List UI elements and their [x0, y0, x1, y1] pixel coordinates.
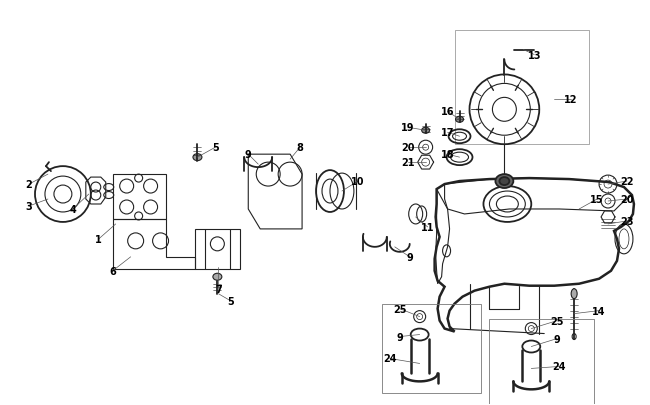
Text: 1: 1 [96, 234, 102, 244]
Text: 21: 21 [401, 158, 415, 168]
Text: 23: 23 [620, 216, 634, 226]
Text: 12: 12 [564, 95, 578, 105]
Text: 9: 9 [245, 150, 252, 160]
Text: 9: 9 [554, 334, 560, 344]
Text: 2: 2 [25, 180, 32, 190]
Text: 14: 14 [592, 306, 606, 316]
Ellipse shape [193, 154, 202, 161]
Ellipse shape [571, 289, 577, 299]
Text: 10: 10 [351, 177, 365, 187]
Text: 9: 9 [406, 252, 413, 262]
Text: 24: 24 [383, 354, 396, 364]
Ellipse shape [495, 175, 514, 189]
Ellipse shape [213, 274, 222, 281]
Text: 20: 20 [401, 143, 415, 153]
Text: 13: 13 [528, 50, 541, 60]
Ellipse shape [456, 117, 463, 123]
Text: 8: 8 [296, 143, 304, 153]
Text: 25: 25 [393, 304, 406, 314]
Text: 5: 5 [212, 143, 219, 153]
Text: 6: 6 [109, 266, 116, 276]
Bar [489, 319, 594, 404]
Text: 11: 11 [421, 222, 434, 232]
Text: 15: 15 [590, 194, 604, 205]
Ellipse shape [499, 178, 510, 185]
Text: 24: 24 [552, 362, 566, 371]
Text: 22: 22 [620, 177, 634, 187]
Text: 4: 4 [70, 205, 76, 214]
Text: 19: 19 [401, 123, 415, 133]
Text: 3: 3 [25, 202, 32, 211]
Ellipse shape [422, 128, 430, 134]
Text: 9: 9 [396, 332, 403, 342]
Text: 20: 20 [620, 194, 634, 205]
Text: 5: 5 [227, 296, 234, 306]
Text: 18: 18 [441, 150, 454, 160]
Bar [382, 304, 482, 393]
Text: 25: 25 [551, 316, 564, 326]
Bar [454, 30, 589, 145]
Text: 16: 16 [441, 107, 454, 117]
Text: 17: 17 [441, 128, 454, 138]
Text: 7: 7 [215, 284, 222, 294]
